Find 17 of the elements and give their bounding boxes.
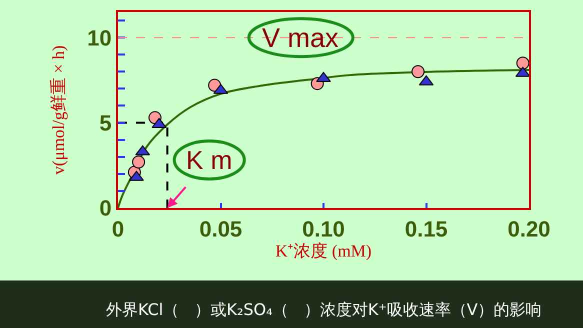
point	[516, 56, 530, 70]
annotation: K m	[186, 145, 232, 175]
x-tick-label: 0.15	[404, 216, 448, 242]
point	[412, 65, 425, 78]
point	[132, 155, 146, 168]
y-tick-label: 10	[87, 25, 112, 50]
text: 外界KCl（ ）或K₂SO₄（ ）浓度对K⁺吸收速率（V）的影响	[106, 300, 542, 319]
x-axis-title: K⁺浓度 (mM)	[275, 241, 372, 260]
point	[129, 170, 144, 181]
x-tick-label: 0.05	[199, 216, 242, 242]
y-tick-label: 5	[99, 110, 112, 136]
point	[316, 72, 331, 82]
y-axis-title: v(μmol/g鲜重 × h)	[49, 45, 68, 175]
x-tick-label: 0.20	[508, 216, 550, 242]
annotation: V max	[262, 23, 340, 53]
x-tick-label: 0.10	[302, 216, 345, 242]
y-tick-label: 0	[99, 196, 112, 221]
